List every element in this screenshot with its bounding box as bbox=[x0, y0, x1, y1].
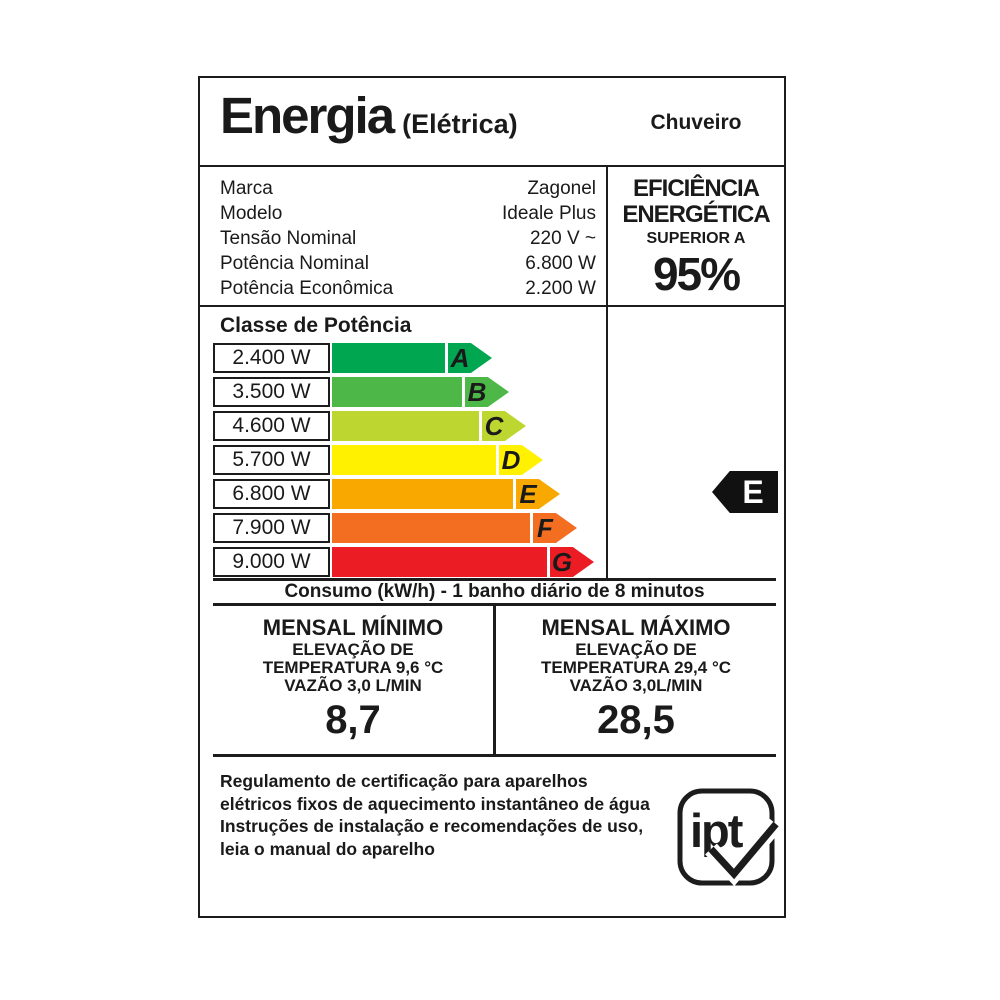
class-bar bbox=[332, 547, 547, 577]
footer-line: Instruções de instalação e recomendações… bbox=[220, 816, 644, 836]
spec-row: Potência Nominal 6.800 W bbox=[220, 251, 596, 276]
efficiency-value: 95% bbox=[652, 248, 741, 300]
regulation-text: Regulamento de certificação para aparelh… bbox=[220, 770, 650, 887]
class-arrow-head: D bbox=[499, 445, 543, 475]
class-letter: G bbox=[551, 547, 573, 577]
consumption-detail: VAZÃO 3,0 L/MIN bbox=[284, 676, 422, 695]
class-letter: F bbox=[537, 513, 553, 543]
spec-value: 2.200 W bbox=[525, 278, 596, 299]
spec-row: Modelo Ideale Plus bbox=[220, 201, 596, 226]
power-class-chart: Classe de Potência 2.400 W A 3.500 W B 4… bbox=[200, 307, 608, 578]
class-bar bbox=[332, 445, 496, 475]
spec-value: Ideale Plus bbox=[501, 203, 596, 224]
spec-value: 220 V ~ bbox=[529, 228, 596, 249]
label-title: Energia bbox=[220, 87, 395, 144]
energy-label: Energia (Elétrica) Chuveiro Marca Zagone… bbox=[198, 76, 786, 918]
spec-row: Tensão Nominal 220 V ~ bbox=[220, 226, 596, 251]
class-arrow-head: G bbox=[550, 547, 594, 577]
consumption-column-max: MENSAL MÁXIMO ELEVAÇÃO DE TEMPERATURA 29… bbox=[496, 606, 776, 754]
check-icon bbox=[708, 821, 779, 880]
product-type: Chuveiro bbox=[650, 111, 742, 134]
class-arrow-head: C bbox=[482, 411, 526, 441]
class-arrow-head: B bbox=[465, 377, 509, 407]
watt-box: 6.800 W bbox=[213, 479, 330, 509]
class-bar bbox=[332, 343, 445, 373]
footer-line: Regulamento de certificação para aparelh… bbox=[220, 771, 588, 791]
power-class-rows: 2.400 W A 3.500 W B 4.600 W C 5.700 W bbox=[200, 343, 606, 577]
consumption-column-title: MENSAL MÍNIMO bbox=[262, 615, 444, 640]
class-letter: E bbox=[519, 479, 537, 509]
selected-class-arrow: E bbox=[712, 471, 778, 513]
watt-box: 3.500 W bbox=[213, 377, 330, 407]
spec-label: Tensão Nominal bbox=[220, 228, 357, 249]
watt-box: 7.900 W bbox=[213, 513, 330, 543]
power-class-row-f: 7.900 W F bbox=[200, 513, 606, 543]
spec-label: Potência Nominal bbox=[220, 253, 369, 274]
label-footer: Regulamento de certificação para aparelh… bbox=[200, 757, 784, 887]
consumption-detail: VAZÃO 3,0L/MIN bbox=[569, 676, 703, 695]
power-class-row-g: 9.000 W G bbox=[200, 547, 606, 577]
spec-row: Potência Econômica 2.200 W bbox=[220, 276, 596, 301]
watt-box: 9.000 W bbox=[213, 547, 330, 577]
consumption-detail: TEMPERATURA 29,4 °C bbox=[540, 658, 732, 677]
efficiency-qualifier: SUPERIOR A bbox=[646, 230, 746, 247]
class-letter: C bbox=[484, 411, 504, 441]
power-class-title: Classe de Potência bbox=[220, 314, 412, 337]
consumption-columns: MENSAL MÍNIMO ELEVAÇÃO DE TEMPERATURA 9,… bbox=[213, 606, 776, 757]
watt-box: 5.700 W bbox=[213, 445, 330, 475]
power-class-row-d: 5.700 W D bbox=[200, 445, 606, 475]
footer-line: leia o manual do aparelho bbox=[220, 838, 435, 859]
efficiency-panel: EFICIÊNCIA ENERGÉTICA SUPERIOR A 95% bbox=[608, 167, 784, 305]
consumption-column-min: MENSAL MÍNIMO ELEVAÇÃO DE TEMPERATURA 9,… bbox=[213, 606, 496, 754]
spec-value: 6.800 W bbox=[525, 253, 596, 274]
ipt-certification-logo: ipt bbox=[676, 787, 783, 887]
class-letter: D bbox=[501, 445, 521, 475]
spec-label: Marca bbox=[220, 178, 273, 199]
consumption-detail: ELEVAÇÃO DE bbox=[575, 640, 697, 659]
spec-label: Potência Econômica bbox=[220, 278, 394, 299]
spec-label: Modelo bbox=[220, 203, 283, 224]
title-group: Energia (Elétrica) bbox=[220, 88, 784, 144]
consumption-header: Consumo (kW/h) - 1 banho diário de 8 min… bbox=[213, 578, 776, 606]
label-header: Energia (Elétrica) Chuveiro bbox=[200, 78, 784, 167]
selected-class-letter: E bbox=[742, 473, 764, 510]
watt-box: 2.400 W bbox=[213, 343, 330, 373]
class-bar bbox=[332, 513, 530, 543]
ipt-logo-graphic: ipt bbox=[677, 788, 783, 887]
class-arrow-head: E bbox=[516, 479, 560, 509]
class-bar bbox=[332, 479, 513, 509]
spec-value: Zagonel bbox=[527, 178, 596, 199]
class-letter: A bbox=[450, 343, 470, 373]
spec-table: Marca Zagonel Modelo Ideale Plus Tensão … bbox=[200, 167, 608, 305]
consumption-detail: TEMPERATURA 9,6 °C bbox=[262, 658, 444, 677]
class-letter: B bbox=[467, 377, 487, 407]
power-class-row-a: 2.400 W A bbox=[200, 343, 606, 373]
watt-box: 4.600 W bbox=[213, 411, 330, 441]
info-section: Marca Zagonel Modelo Ideale Plus Tensão … bbox=[200, 167, 784, 307]
class-bar bbox=[332, 411, 479, 441]
power-class-row-e: 6.800 W E bbox=[200, 479, 606, 509]
class-bar bbox=[332, 377, 462, 407]
consumption-value: 28,5 bbox=[597, 698, 675, 742]
spec-row: Marca Zagonel bbox=[220, 176, 596, 201]
efficiency-word-1: EFICIÊNCIA bbox=[632, 175, 760, 202]
consumption-detail: ELEVAÇÃO DE bbox=[292, 640, 414, 659]
label-title-suffix: (Elétrica) bbox=[402, 109, 518, 139]
power-class-row-b: 3.500 W B bbox=[200, 377, 606, 407]
class-arrow-head: F bbox=[533, 513, 577, 543]
power-class-row-c: 4.600 W C bbox=[200, 411, 606, 441]
footer-line: elétricos fixos de aquecimento instantân… bbox=[220, 793, 650, 814]
consumption-value: 8,7 bbox=[325, 698, 381, 742]
consumption-column-title: MENSAL MÁXIMO bbox=[541, 615, 731, 640]
efficiency-word-2: ENERGÉTICA bbox=[622, 201, 770, 228]
class-arrow-head: A bbox=[448, 343, 492, 373]
power-class-section: Classe de Potência 2.400 W A 3.500 W B 4… bbox=[200, 307, 784, 578]
